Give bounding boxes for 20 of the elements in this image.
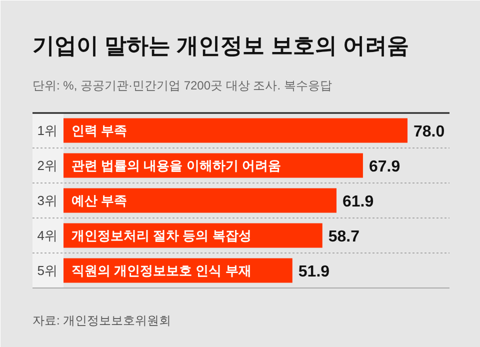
y-tick-label: 직원의 개인정보보호 인식 부재 [72,263,252,278]
text: 5위 [37,263,58,278]
data-label: 51.9 [298,264,330,280]
text: 2위 [37,158,58,173]
y-tick-label: 인력 부족 [72,123,128,138]
text: 3위 [37,193,58,208]
text: 1위 [37,123,58,138]
text: 4위 [37,228,58,243]
text: 자료: 개인정보보호위원회 [32,314,172,328]
data-label: 78.0 [414,124,445,140]
bar [64,188,336,213]
bar [64,118,408,143]
y-tick-label: 예산 부족 [72,193,128,208]
y-tick-label: 관련 법률의 내용을 이해하기 어려움 [72,158,281,173]
chart-subtitle: 단위: %, 공공기관·민간기업 7200곳 대상 조사. 복수응답 [32,78,332,92]
y-tick-label: 개인정보처리 절차 등의 복잡성 [72,228,252,243]
chart-title: 기업이 말하는 개인정보 보호의 어려움 [32,33,409,58]
data-label: 61.9 [342,194,374,210]
data-label: 58.7 [328,228,360,246]
data-label: 67.9 [368,158,400,176]
